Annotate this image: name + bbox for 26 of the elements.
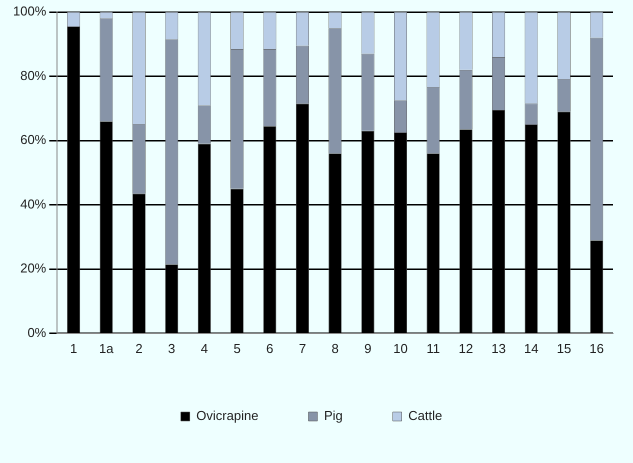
x-tick-label: 7	[298, 340, 306, 356]
x-tick-label: 13	[491, 340, 506, 356]
y-tick-label: 20%	[20, 260, 47, 276]
x-tick-label: 12	[458, 340, 474, 356]
x-tick-label: 5	[233, 340, 241, 356]
y-tick-label: 100%	[13, 4, 47, 19]
legend-label: Ovicrapine	[196, 408, 258, 424]
x-tick-label: 11	[426, 340, 440, 356]
x-tick-label: 16	[589, 340, 604, 356]
x-tick-label: 10	[393, 340, 408, 356]
y-tick-label: 60%	[20, 132, 47, 148]
x-tick-label: 8	[332, 340, 339, 356]
x-tick-label: 1a	[99, 340, 114, 356]
x-tick-label: 15	[556, 340, 572, 356]
y-tick-label: 0%	[27, 324, 47, 340]
x-tick-label: 3	[168, 340, 176, 356]
x-tick-label: 1	[70, 340, 78, 356]
x-tick-label: 14	[524, 340, 539, 356]
y-tick-label: 80%	[20, 68, 47, 83]
x-tick-label: 6	[266, 340, 274, 356]
x-tick-label: 9	[364, 340, 372, 356]
y-tick-label: 40%	[20, 196, 47, 212]
x-tick-label: 2	[135, 340, 143, 356]
legend-label: Cattle	[408, 408, 442, 424]
legend-label: Pig	[324, 408, 343, 424]
x-tick-label: 4	[200, 340, 208, 356]
